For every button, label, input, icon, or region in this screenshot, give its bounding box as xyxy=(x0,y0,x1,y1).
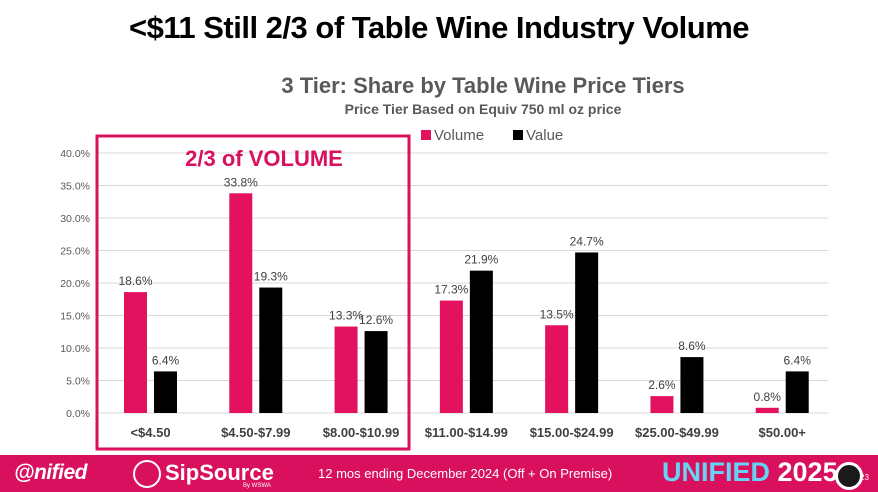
data-label-value: 19.3% xyxy=(254,270,288,284)
data-label-volume: 33.8% xyxy=(224,175,258,189)
x-tick-label: <$4.50 xyxy=(130,425,170,440)
bar-value xyxy=(259,287,283,413)
chart-title: 3 Tier: Share by Table Wine Price Tiers xyxy=(281,73,684,98)
data-label-value: 12.6% xyxy=(359,313,393,327)
bar-value xyxy=(364,331,388,413)
bar-value xyxy=(785,371,809,413)
unified-badge-icon xyxy=(835,462,863,490)
data-label-volume: 17.3% xyxy=(434,283,468,297)
bar-value xyxy=(680,357,704,413)
sipsource-grape-icon xyxy=(133,460,161,488)
footer-bar: @nified SipSource By WSWA 12 mos ending … xyxy=(0,455,878,492)
legend-label-volume: Volume xyxy=(434,127,484,144)
data-label-value: 24.7% xyxy=(570,234,604,248)
bar-volume xyxy=(545,325,569,413)
data-label-value: 21.9% xyxy=(464,253,498,267)
data-label-volume: 2.6% xyxy=(648,378,676,392)
data-label-value: 8.6% xyxy=(678,339,706,353)
y-tick-label: 40.0% xyxy=(60,148,90,160)
page-headline: <$11 Still 2/3 of Table Wine Industry Vo… xyxy=(129,10,750,45)
y-tick-label: 5.0% xyxy=(66,376,90,388)
y-tick-label: 20.0% xyxy=(60,278,90,290)
y-tick-label: 15.0% xyxy=(60,311,90,323)
data-label-volume: 18.6% xyxy=(118,274,152,288)
x-tick-label: $15.00-$24.99 xyxy=(530,425,614,440)
x-tick-label: $50.00+ xyxy=(759,425,807,440)
page-number: 23 xyxy=(860,473,869,482)
y-tick-label: 35.0% xyxy=(60,181,90,193)
brand-year: 2025 xyxy=(777,457,838,487)
bar-value xyxy=(575,252,599,413)
data-label-value: 6.4% xyxy=(152,353,180,367)
bar-volume xyxy=(650,396,674,413)
data-label-volume: 13.3% xyxy=(329,309,363,323)
x-tick-label: $4.50-$7.99 xyxy=(221,425,290,440)
legend-label-value: Value xyxy=(526,127,563,144)
sipsource-byline: By WSWA xyxy=(243,483,271,489)
chart-subtitle: Price Tier Based on Equiv 750 ml oz pric… xyxy=(345,101,622,117)
brand-word: UNIFIED xyxy=(662,457,770,487)
bar-value xyxy=(469,270,493,413)
bar-value xyxy=(154,371,177,413)
x-tick-label: $11.00-$14.99 xyxy=(425,425,508,440)
bar-volume xyxy=(124,292,147,413)
x-tick-label: $25.00-$49.99 xyxy=(635,425,719,440)
legend-swatch-volume xyxy=(421,130,431,140)
y-tick-label: 0.0% xyxy=(66,408,90,420)
unified-2025-brand: UNIFIED 2025 xyxy=(662,457,838,488)
unified-logo: @nified xyxy=(14,461,87,484)
y-tick-label: 10.0% xyxy=(60,343,90,355)
legend-swatch-value xyxy=(513,130,523,140)
data-label-value: 6.4% xyxy=(784,353,812,367)
annotation-text: 2/3 of VOLUME xyxy=(185,146,343,171)
bar-chart: 3 Tier: Share by Table Wine Price Tiers P… xyxy=(60,73,828,451)
bar-volume xyxy=(229,193,253,413)
y-tick-label: 30.0% xyxy=(60,213,90,225)
footer-note: 12 mos ending December 2024 (Off + On Pr… xyxy=(318,466,613,481)
bar-volume xyxy=(439,300,463,413)
sipsource-name: SipSource xyxy=(165,460,274,485)
volume-highlight-box xyxy=(95,134,411,451)
data-label-volume: 0.8% xyxy=(754,390,782,404)
y-tick-label: 25.0% xyxy=(60,246,90,258)
data-label-volume: 13.5% xyxy=(540,307,574,321)
bar-volume xyxy=(334,326,358,413)
x-tick-label: $8.00-$10.99 xyxy=(323,425,400,440)
bar-volume xyxy=(755,407,779,413)
